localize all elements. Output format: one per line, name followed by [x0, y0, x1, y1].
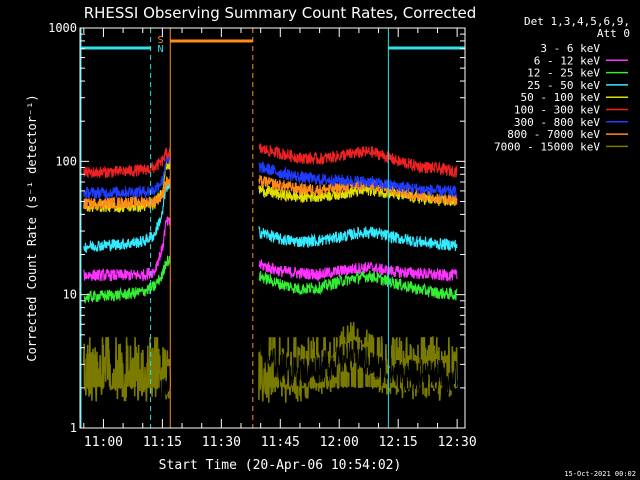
series-line — [83, 255, 171, 304]
legend-header-line-2: Att 0 — [597, 27, 630, 40]
legend-entry-label: 12 - 25 keV — [527, 67, 600, 80]
x-axis-label: Start Time (20-Apr-06 10:54:02) — [159, 458, 402, 473]
series-line — [258, 226, 458, 252]
x-tick-label: 12:30 — [438, 435, 477, 450]
series-line — [258, 161, 458, 199]
y-tick-label: 10 — [63, 288, 77, 302]
axes-layer: 1 10 100 1000 11:00 11:15 11:30 11:45 12:00 12:15… — [48, 21, 477, 450]
series-line — [258, 270, 458, 301]
x-tick-label: 12:15 — [379, 435, 418, 450]
series-line — [83, 176, 171, 211]
legend-entry-label: 7000 - 15000 keV — [494, 140, 600, 153]
y-tick-label: 100 — [55, 154, 77, 168]
footer-date: 15-Oct-2021 00:02 — [564, 470, 636, 478]
marker-label: S — [157, 35, 163, 46]
series-line — [258, 175, 458, 206]
series-line — [258, 142, 458, 178]
legend-entry-label: 25 - 50 keV — [527, 79, 600, 92]
y-tick-label: 1 — [70, 421, 77, 435]
legend-entry-label: 3 - 6 keV — [540, 42, 600, 55]
series-line — [83, 155, 171, 200]
x-tick-label: 12:00 — [320, 435, 359, 450]
series-line — [83, 216, 171, 282]
legend-entry-label: 800 - 7000 keV — [507, 128, 600, 141]
plot-frame — [79, 27, 466, 429]
legend-entry-label: 6 - 12 keV — [534, 54, 601, 67]
chart-title: RHESSI Observing Summary Count Rates, Co… — [84, 4, 477, 22]
x-tick-label: 11:45 — [261, 435, 300, 450]
series-line — [83, 147, 171, 179]
legend-entry-label: 50 - 100 keV — [521, 91, 601, 104]
x-tick-label: 11:00 — [84, 435, 123, 450]
legend-entry-label: 300 - 800 keV — [514, 116, 600, 129]
series-layer — [83, 142, 458, 413]
marker-label: N — [157, 44, 163, 55]
series-line — [83, 181, 171, 254]
legend-header-line-1: Det 1,3,4,5,6,9, — [524, 15, 630, 28]
series-line — [258, 335, 458, 394]
series-line — [83, 337, 171, 402]
series-line — [157, 365, 171, 413]
legend-entry-label: 100 - 300 keV — [514, 104, 600, 117]
y-tick-label: 1000 — [48, 21, 77, 35]
x-tick-label: 11:30 — [202, 435, 241, 450]
x-tick-label: 11:15 — [143, 435, 182, 450]
y-axis-label: Corrected Count Rate (s⁻¹ detector⁻¹) — [25, 94, 39, 361]
